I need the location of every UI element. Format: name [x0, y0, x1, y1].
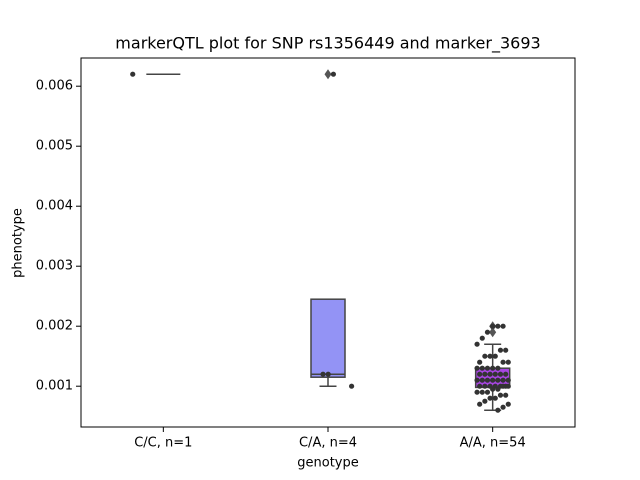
box: [310, 298, 346, 378]
y-tick-label: 0.001: [36, 379, 73, 394]
point: [503, 371, 509, 377]
point: [349, 383, 355, 389]
point: [490, 323, 496, 329]
point: [505, 383, 511, 389]
point: [479, 365, 485, 371]
point: [503, 347, 509, 353]
point: [479, 335, 485, 341]
point: [495, 377, 501, 383]
point: [500, 323, 506, 329]
point: [497, 371, 504, 377]
point: [503, 392, 509, 398]
x-tick-label: A/A, n=54: [460, 436, 526, 451]
y-tick-label: 0.005: [36, 139, 73, 154]
outlier: [324, 69, 332, 80]
point: [477, 359, 483, 365]
point: [477, 401, 483, 407]
point: [497, 392, 504, 398]
point: [482, 353, 488, 359]
point: [500, 377, 506, 383]
point: [497, 347, 504, 353]
point: [492, 371, 498, 377]
point: [482, 398, 488, 404]
y-axis-label: phenotype: [11, 208, 26, 278]
point: [490, 386, 496, 392]
point: [484, 377, 491, 383]
point: [474, 341, 480, 347]
chart-title: markerQTL plot for SNP rs1356449 and mar…: [115, 34, 540, 54]
point: [482, 383, 488, 389]
point: [130, 71, 136, 77]
point: [484, 389, 491, 395]
point: [500, 359, 506, 365]
point: [505, 377, 511, 383]
point: [495, 386, 501, 392]
point: [479, 389, 485, 395]
point: [487, 395, 493, 401]
point: [505, 359, 511, 365]
y-tick-label: 0.003: [36, 259, 73, 274]
point: [474, 365, 480, 371]
point: [484, 329, 491, 335]
point: [325, 371, 331, 377]
point: [477, 383, 483, 389]
point: [487, 371, 493, 377]
plot-frame: [80, 57, 576, 428]
outlier: [489, 327, 497, 338]
x-tick-label: C/A, n=4: [299, 436, 357, 451]
point: [495, 407, 501, 413]
point: [484, 365, 491, 371]
y-tick-label: 0.004: [36, 199, 73, 214]
point: [500, 383, 506, 389]
point: [490, 377, 496, 383]
point: [479, 377, 485, 383]
point: [330, 71, 336, 77]
y-tick-label: 0.006: [36, 79, 73, 94]
y-tick-label: 0.002: [36, 319, 73, 334]
point: [474, 377, 480, 383]
point: [490, 365, 496, 371]
point: [320, 371, 326, 377]
x-tick-label: C/C, n=1: [134, 436, 192, 451]
point: [500, 404, 506, 410]
point: [495, 365, 501, 371]
point: [495, 323, 501, 329]
point: [474, 389, 480, 395]
x-axis-label: genotype: [297, 456, 358, 471]
point: [492, 353, 498, 359]
point: [492, 395, 498, 401]
point: [505, 401, 511, 407]
point: [477, 371, 483, 377]
point: [482, 371, 488, 377]
point: [487, 353, 493, 359]
